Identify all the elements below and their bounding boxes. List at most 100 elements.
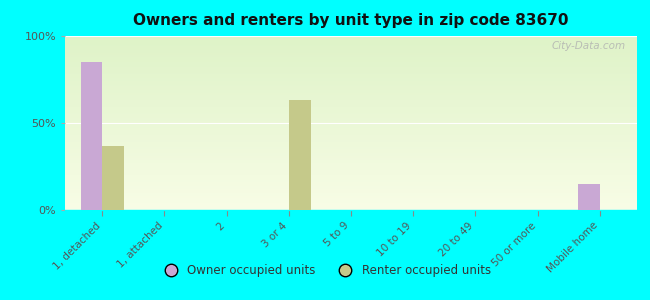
Bar [65, 46, 637, 48]
Bar [65, 45, 637, 46]
Bar [65, 99, 637, 100]
Bar [65, 128, 637, 130]
Bar [65, 196, 637, 198]
Bar [65, 127, 637, 128]
Bar [65, 123, 637, 125]
Bar [65, 200, 637, 201]
Title: Owners and renters by unit type in zip code 83670: Owners and renters by unit type in zip c… [133, 13, 569, 28]
Bar [65, 62, 637, 64]
Bar [65, 163, 637, 165]
Bar [65, 116, 637, 118]
Bar [65, 53, 637, 55]
Bar [65, 41, 637, 43]
Bar [65, 160, 637, 161]
Bar [65, 205, 637, 206]
Bar [65, 121, 637, 123]
Bar [65, 189, 637, 191]
Bar [65, 188, 637, 189]
Bar [65, 198, 637, 200]
Bar [65, 52, 637, 53]
Bar [65, 158, 637, 160]
Bar [65, 57, 637, 58]
Bar [65, 142, 637, 144]
Bar [65, 170, 637, 172]
Bar [65, 74, 637, 76]
Bar [65, 165, 637, 167]
Bar [65, 184, 637, 186]
Bar [81, 62, 102, 210]
Bar [65, 177, 637, 179]
Bar [65, 135, 637, 137]
Bar [65, 153, 637, 154]
Bar [65, 107, 637, 109]
Bar [65, 80, 637, 81]
Bar [65, 36, 637, 38]
Bar [65, 154, 637, 156]
Bar [65, 194, 637, 196]
Bar [65, 119, 637, 121]
Bar [65, 130, 637, 132]
Bar [65, 180, 637, 182]
Bar [65, 60, 637, 62]
Bar [102, 146, 124, 210]
Bar [65, 206, 637, 208]
Bar [65, 139, 637, 140]
Bar [65, 93, 637, 95]
Bar [65, 95, 637, 97]
Bar [65, 186, 637, 188]
Bar [65, 146, 637, 147]
Bar [65, 172, 637, 173]
Bar [65, 50, 637, 52]
Bar [289, 100, 311, 210]
Bar [65, 151, 637, 153]
Bar [65, 149, 637, 151]
Bar [65, 38, 637, 40]
Bar [65, 67, 637, 69]
Bar [65, 71, 637, 73]
Bar [65, 55, 637, 57]
Bar [65, 168, 637, 170]
Bar [65, 179, 637, 180]
Bar [65, 111, 637, 112]
Bar [65, 175, 637, 177]
Bar [65, 156, 637, 158]
Bar [65, 102, 637, 104]
Bar [65, 182, 637, 184]
Bar [65, 137, 637, 139]
Bar [65, 83, 637, 85]
Bar [65, 43, 637, 45]
Bar [65, 106, 637, 107]
Bar [65, 66, 637, 67]
Bar [65, 161, 637, 163]
Bar [65, 88, 637, 90]
Bar [65, 90, 637, 92]
Bar [65, 144, 637, 146]
Bar [65, 203, 637, 205]
Bar [65, 147, 637, 149]
Bar [65, 140, 637, 142]
Bar [65, 125, 637, 127]
Bar [65, 85, 637, 86]
Bar [65, 81, 637, 83]
Bar [65, 86, 637, 88]
Bar [65, 134, 637, 135]
Legend: Owner occupied units, Renter occupied units: Owner occupied units, Renter occupied un… [154, 260, 496, 282]
Bar [65, 167, 637, 168]
Bar [65, 104, 637, 106]
Bar [65, 114, 637, 116]
Bar [65, 58, 637, 60]
Bar [65, 97, 637, 99]
Bar [65, 173, 637, 175]
Bar [65, 73, 637, 74]
Text: City-Data.com: City-Data.com [551, 41, 625, 51]
Bar [65, 76, 637, 78]
Bar [65, 109, 637, 111]
Bar [578, 184, 600, 210]
Bar [65, 191, 637, 193]
Bar [65, 208, 637, 210]
Bar [65, 201, 637, 203]
Bar [65, 64, 637, 66]
Bar [65, 112, 637, 114]
Bar [65, 118, 637, 119]
Bar [65, 100, 637, 102]
